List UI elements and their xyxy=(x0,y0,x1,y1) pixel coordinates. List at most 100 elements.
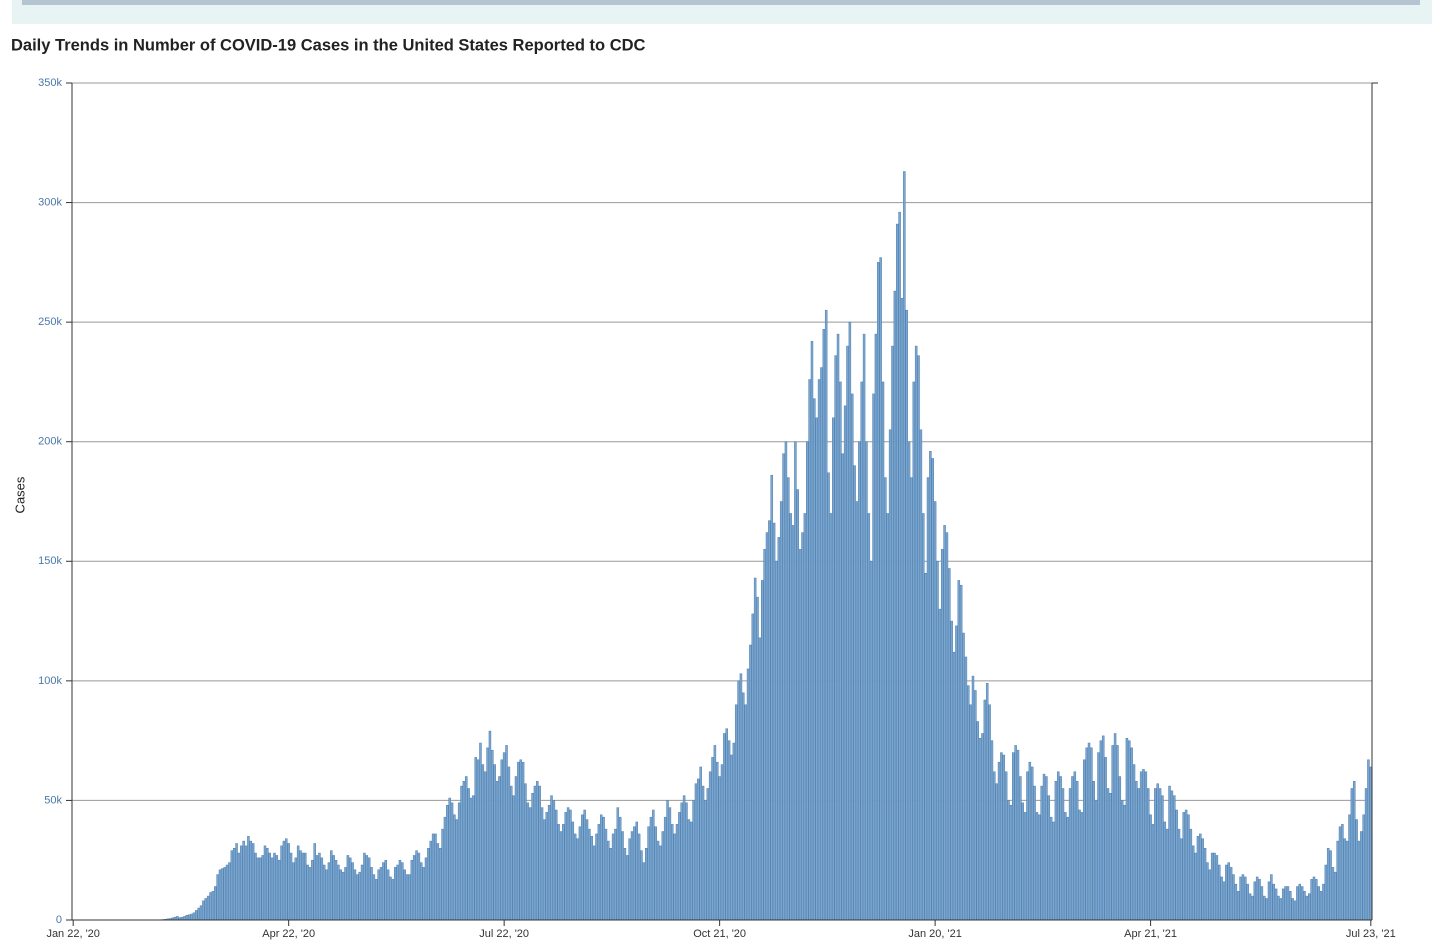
bar xyxy=(910,478,912,920)
bar xyxy=(875,334,877,920)
bar xyxy=(202,901,204,920)
bar xyxy=(520,760,522,920)
bar xyxy=(903,171,905,920)
bar xyxy=(617,808,619,920)
bar xyxy=(1242,875,1244,920)
bar xyxy=(536,781,538,920)
bar xyxy=(757,597,759,920)
bar xyxy=(842,454,844,920)
bar xyxy=(361,865,363,920)
y-tick-label: 0 xyxy=(56,914,62,926)
bar xyxy=(889,430,891,920)
y-tick-label: 200k xyxy=(38,436,62,448)
bar xyxy=(1180,839,1182,920)
bar xyxy=(1083,760,1085,920)
bar xyxy=(1367,760,1369,920)
bar xyxy=(700,767,702,920)
bar xyxy=(1327,848,1329,920)
bar xyxy=(716,762,718,920)
chart-title: Daily Trends in Number of COVID-19 Cases… xyxy=(11,36,646,54)
bar xyxy=(406,875,408,920)
bar xyxy=(1074,772,1076,920)
bar xyxy=(894,291,896,920)
bar xyxy=(825,310,827,920)
bar xyxy=(591,836,593,920)
bar xyxy=(598,824,600,920)
bar xyxy=(780,502,782,921)
bar xyxy=(427,848,429,920)
bar xyxy=(309,867,311,920)
bar xyxy=(434,834,436,920)
bar xyxy=(631,832,633,920)
bar xyxy=(316,855,318,920)
bar xyxy=(1169,786,1171,920)
bar xyxy=(1322,884,1324,920)
bar xyxy=(1256,877,1258,920)
bar xyxy=(553,800,555,920)
bar xyxy=(636,822,638,920)
bar xyxy=(271,858,273,920)
bar xyxy=(835,356,837,920)
bar xyxy=(979,738,981,920)
bar xyxy=(659,846,661,920)
y-tick-label: 50k xyxy=(44,794,62,806)
bar xyxy=(745,705,747,920)
bar xyxy=(1292,898,1294,920)
bar xyxy=(970,705,972,920)
bar xyxy=(1277,896,1279,920)
bar xyxy=(768,521,770,920)
bar xyxy=(922,513,924,920)
bar xyxy=(1285,887,1287,920)
bar xyxy=(652,810,654,920)
bar xyxy=(195,910,197,920)
bar xyxy=(629,839,631,920)
bar xyxy=(321,858,323,920)
bar xyxy=(1315,879,1317,920)
bar xyxy=(1330,851,1332,920)
bar xyxy=(1280,898,1282,920)
x-tick-label: Jul 23, '21 xyxy=(1346,928,1396,940)
bar xyxy=(1019,777,1021,920)
bar xyxy=(250,841,252,920)
bar xyxy=(1112,745,1114,920)
bar xyxy=(1337,841,1339,920)
bar xyxy=(1147,788,1149,920)
bar xyxy=(555,810,557,920)
bar xyxy=(198,908,200,920)
bar xyxy=(1126,738,1128,920)
bar xyxy=(861,382,863,920)
bar xyxy=(176,916,178,920)
bar xyxy=(295,858,297,920)
bar xyxy=(934,502,936,921)
bar xyxy=(603,817,605,920)
bar xyxy=(1135,781,1137,920)
bar xyxy=(515,777,517,920)
bar xyxy=(236,843,238,920)
bar xyxy=(1026,772,1028,920)
bar xyxy=(243,841,245,920)
bar xyxy=(1311,879,1313,920)
bar xyxy=(989,705,991,920)
bar xyxy=(188,915,190,920)
bar xyxy=(1339,827,1341,920)
bar xyxy=(484,772,486,920)
bar xyxy=(624,848,626,920)
bar xyxy=(404,870,406,920)
bar xyxy=(210,892,212,920)
y-tick-label: 100k xyxy=(38,675,62,687)
bar xyxy=(425,858,427,920)
bar xyxy=(494,765,496,920)
bar xyxy=(1356,820,1358,920)
bar xyxy=(998,762,1000,920)
bar xyxy=(1320,891,1322,920)
bar xyxy=(437,843,439,920)
bar xyxy=(1360,832,1362,920)
bar xyxy=(1202,839,1204,920)
bar xyxy=(442,829,444,920)
bar xyxy=(1230,867,1232,920)
bar xyxy=(506,745,508,920)
bar xyxy=(759,638,761,920)
bar xyxy=(1057,772,1059,920)
bar xyxy=(340,870,342,920)
bar xyxy=(1254,882,1256,920)
